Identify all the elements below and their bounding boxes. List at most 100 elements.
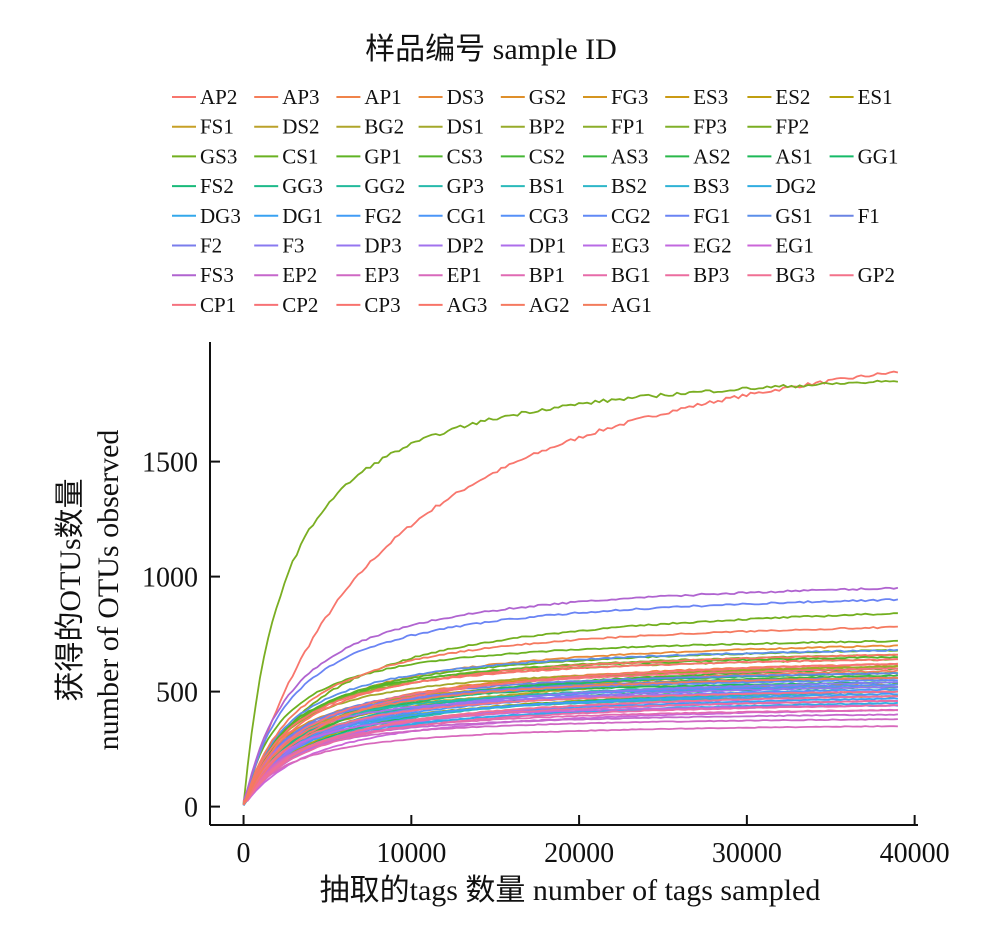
series-line-ag2 xyxy=(242,625,898,805)
legend-item-dp2: DP2 xyxy=(418,234,484,258)
legend-label: CS1 xyxy=(282,144,318,168)
legend-item-es1: ES1 xyxy=(829,85,893,109)
legend-item-ag1: AG1 xyxy=(583,293,652,317)
legend-label: CS3 xyxy=(447,144,483,168)
legend-item-bs1: BS1 xyxy=(500,174,565,198)
legend-item-gs2: GS2 xyxy=(500,85,566,109)
y-tick-label: 0 xyxy=(184,793,198,824)
legend-label: DP3 xyxy=(364,234,401,258)
legend-label: F1 xyxy=(858,204,880,228)
legend-item-cp1: CP1 xyxy=(172,293,236,317)
legend-label: GS3 xyxy=(200,144,237,168)
series-line-bp1 xyxy=(243,708,899,802)
legend-label: GS2 xyxy=(529,85,566,109)
legend-item-ag3: AG3 xyxy=(418,293,487,317)
legend-label: CG3 xyxy=(529,204,569,228)
legend-label: DP1 xyxy=(529,234,566,258)
legend-label: ES3 xyxy=(693,85,728,109)
legend-label: GP2 xyxy=(858,263,895,287)
legend-label: DS1 xyxy=(447,115,484,139)
legend-item-es2: ES2 xyxy=(747,85,810,109)
legend-label: BP1 xyxy=(529,263,565,287)
legend-label: CG2 xyxy=(611,204,651,228)
legend-item-as2: AS2 xyxy=(665,144,731,168)
legend-item-cs2: CS2 xyxy=(500,144,565,168)
legend-label: F2 xyxy=(200,234,222,258)
legend-item-f3: F3 xyxy=(254,234,304,258)
legend-label: EP1 xyxy=(447,263,482,287)
legend-label: BS1 xyxy=(529,174,565,198)
legend-label: GP3 xyxy=(447,174,484,198)
legend-item-fg2: FG2 xyxy=(336,204,402,228)
legend-label: BG2 xyxy=(364,115,404,139)
legend-item-ap2: AP2 xyxy=(172,85,237,109)
legend-item-dp3: DP3 xyxy=(336,234,402,258)
legend-label: EP3 xyxy=(364,263,399,287)
series-line-cp1 xyxy=(242,667,898,803)
legend-item-bp3: BP3 xyxy=(665,263,729,287)
legend-item-fg1: FG1 xyxy=(665,204,731,228)
legend-label: BP2 xyxy=(529,115,565,139)
legend-item-gp3: GP3 xyxy=(418,174,484,198)
legend-label: DS3 xyxy=(447,85,484,109)
legend-label: BP3 xyxy=(693,263,729,287)
series-line-fs3 xyxy=(242,586,899,802)
series-line-cp3 xyxy=(242,658,898,806)
legend-item-eg1: EG1 xyxy=(747,234,814,258)
legend-label: FS2 xyxy=(200,174,234,198)
legend-label: BG1 xyxy=(611,263,651,287)
legend-item-bs2: BS2 xyxy=(583,174,647,198)
x-tick-label: 30000 xyxy=(712,838,782,869)
series-line-ep1 xyxy=(243,725,898,803)
series-line-bg1 xyxy=(243,704,898,803)
legend-item-dg2: DG2 xyxy=(747,174,816,198)
y-axis-title-cn: 获得的OTUs数量 xyxy=(54,478,87,701)
legend-label: EP2 xyxy=(282,263,317,287)
legend: AP2 AP3 AP1 DS3 GS2 FG3 ES3 ES2 ES1 FS1 DS2 BG2 DS1 B… xyxy=(172,85,898,317)
legend-label: DG3 xyxy=(200,204,241,228)
plot-lines xyxy=(242,370,899,806)
legend-label: AP3 xyxy=(282,85,319,109)
legend-item-cp2: CP2 xyxy=(254,293,318,317)
series-line-gs1 xyxy=(242,648,899,806)
legend-label: BS2 xyxy=(611,174,647,198)
legend-item-eg3: EG3 xyxy=(583,234,650,258)
legend-label: AG1 xyxy=(611,293,652,317)
y-axis-title-en: number of OTUs observed xyxy=(92,430,125,751)
legend-item-bg1: BG1 xyxy=(583,263,651,287)
legend-item-f2: F2 xyxy=(172,234,222,258)
legend-label: EG2 xyxy=(693,234,732,258)
legend-item-ag2: AG2 xyxy=(500,293,570,317)
series-line-dp3 xyxy=(243,685,899,803)
legend-label: CS2 xyxy=(529,144,565,168)
legend-label: ES1 xyxy=(858,85,893,109)
x-tick-label: 10000 xyxy=(376,838,446,869)
legend-item-cs3: CS3 xyxy=(418,144,483,168)
legend-item-ds1: DS1 xyxy=(418,115,484,139)
legend-item-cg2: CG2 xyxy=(583,204,651,228)
series-line-gp2 xyxy=(242,690,898,802)
legend-label: DS2 xyxy=(282,115,319,139)
legend-item-gs3: GS3 xyxy=(172,144,237,168)
legend-label: FG3 xyxy=(611,85,648,109)
legend-label: GG1 xyxy=(858,144,899,168)
legend-item-ap1: AP1 xyxy=(336,85,402,109)
y-tick-label: 500 xyxy=(156,678,198,709)
legend-label: CP3 xyxy=(364,293,400,317)
series-line-fp2 xyxy=(242,379,899,804)
legend-item-fs2: FS2 xyxy=(172,174,234,198)
legend-label: EG3 xyxy=(611,234,650,258)
legend-item-bp1: BP1 xyxy=(500,263,565,287)
series-line-ag3 xyxy=(242,653,898,805)
legend-label: GG3 xyxy=(282,174,323,198)
legend-item-fp1: FP1 xyxy=(583,115,645,139)
legend-label: AP1 xyxy=(364,85,401,109)
x-tick-label: 0 xyxy=(237,838,251,869)
legend-item-dp1: DP1 xyxy=(500,234,566,258)
legend-item-f1: F1 xyxy=(829,204,880,228)
legend-label: AG2 xyxy=(529,293,570,317)
legend-label: FP1 xyxy=(611,115,645,139)
legend-item-ds2: DS2 xyxy=(254,115,320,139)
legend-item-gs1: GS1 xyxy=(747,204,813,228)
legend-label: AS2 xyxy=(693,144,730,168)
